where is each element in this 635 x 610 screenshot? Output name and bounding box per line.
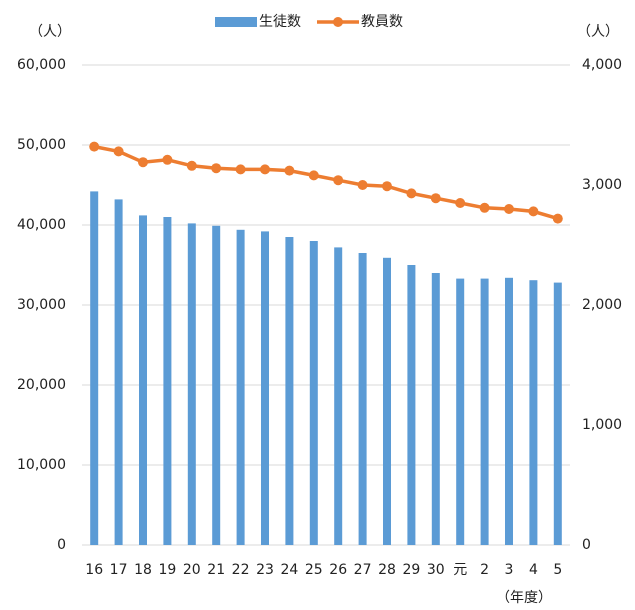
line-point [528,206,539,217]
legend-label: 教員数 [361,14,403,30]
legend-swatch [333,17,343,27]
line-point [382,181,392,192]
bar [139,215,147,545]
line-point [333,175,344,186]
x-tick-label: 29 [402,562,420,578]
y-tick-label: 10,000 [17,457,66,473]
bar [553,282,562,545]
bar [114,199,123,545]
y-tick-label: 30,000 [17,297,66,313]
bar [309,241,318,545]
x-tick-label: 4 [529,562,538,578]
bar [431,273,440,545]
x-tick-label: 19 [158,562,176,578]
line-point [308,170,319,181]
bar [505,277,513,545]
line-point [284,165,295,176]
line-point [89,141,100,152]
bar [358,253,367,545]
line-point [113,146,124,157]
x-tick-label: 22 [232,562,250,578]
x-unit: （年度） [496,590,552,606]
x-tick-label: 2 [480,562,489,578]
y-tick-label: 60,000 [17,57,66,73]
x-tick-label: 25 [305,562,323,578]
line-point [479,202,490,213]
line-point [138,157,148,168]
bar [407,265,416,545]
bar [261,231,269,545]
y2-tick-label: 2,000 [582,297,622,313]
line-point [455,198,466,208]
x-tick-label: 18 [134,562,152,578]
line-point [357,180,368,190]
bar [236,229,245,546]
x-tick-label: 16 [85,562,103,578]
line-point [186,160,197,171]
line-point [260,164,270,175]
x-tick-label: 3 [505,562,514,578]
y2-tick-label: 1,000 [582,417,622,433]
bar [529,280,538,545]
x-tick-label: 23 [256,562,274,578]
x-tick-label: 21 [207,562,225,578]
y-tick-label: 50,000 [17,137,66,153]
legend-swatch [215,17,257,27]
bar [480,278,489,545]
y2-tick-label: 3,000 [582,177,622,193]
x-tick-label: 27 [354,562,372,578]
bar [212,225,221,546]
x-tick-label: 元 [453,562,467,578]
x-tick-label: 20 [183,562,201,578]
bar [187,223,196,545]
y2-unit: （人） [577,24,619,40]
x-tick-label: 26 [329,562,347,578]
line-point [406,188,417,199]
x-tick-label: 5 [553,562,562,578]
y-tick-label: 20,000 [17,377,66,393]
line-point [162,154,173,165]
bar [285,237,294,545]
bar [456,278,465,545]
x-tick-label: 24 [280,562,298,578]
x-tick-label: 28 [378,562,396,578]
line-point [504,204,514,214]
bar [334,247,343,545]
line-point [235,164,246,175]
legend-label: 生徒数 [259,14,301,30]
line-point [552,213,563,224]
bar [383,257,391,545]
bar [90,191,99,545]
bar [163,217,172,545]
y2-tick-label: 4,000 [582,57,622,73]
line-point [211,163,222,174]
line-point [430,193,441,204]
x-tick-label: 30 [427,562,445,578]
y-tick-label: 40,000 [17,217,66,233]
y-unit: （人） [29,24,71,40]
y-tick-label: 0 [57,537,66,553]
y2-tick-label: 0 [582,537,591,553]
x-tick-label: 17 [110,562,128,578]
